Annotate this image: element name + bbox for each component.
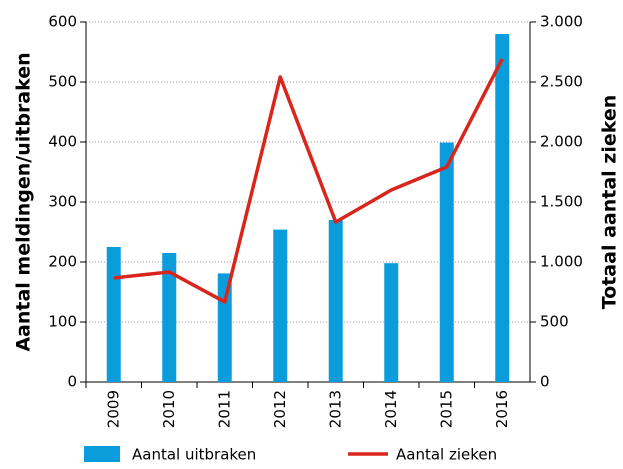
bar	[439, 142, 454, 382]
y-tick-label: 200	[48, 253, 77, 271]
line	[113, 58, 504, 304]
bar	[273, 229, 288, 382]
x-tick-label: 2009	[104, 390, 122, 428]
x-tick-label: 2016	[493, 390, 511, 428]
x-tick-label: 2015	[437, 390, 455, 428]
y2-tick-label: 1.500	[540, 193, 583, 211]
y-tick-label: 0	[67, 373, 77, 391]
y2-axis-title: Totaal aantal zieken	[599, 95, 621, 310]
y-tick-label: 400	[48, 133, 77, 151]
bar	[217, 273, 232, 382]
bar	[106, 247, 121, 382]
y2-tick-label: 2.500	[540, 73, 583, 91]
y2-tick-label: 500	[540, 313, 569, 331]
y2-tick-label: 2.000	[540, 133, 583, 151]
bar	[495, 34, 510, 382]
bar	[162, 253, 177, 382]
legend-label: Aantal uitbraken	[132, 446, 256, 464]
x-tick-label: 2011	[215, 390, 233, 428]
legend-label: Aantal zieken	[396, 446, 497, 464]
x-tick-label: 2014	[382, 390, 400, 428]
y2-tick-label: 1.000	[540, 253, 583, 271]
x-tick-label: 2013	[326, 390, 344, 428]
bar	[328, 220, 343, 382]
y-tick-label: 500	[48, 73, 77, 91]
bar	[384, 263, 399, 382]
x-tick-label: 2012	[271, 390, 289, 428]
y-tick-label: 100	[48, 313, 77, 331]
y2-tick-label: 3.000	[540, 13, 583, 31]
y-axis-title: Aantal meldingen/uitbraken	[13, 52, 35, 351]
y-tick-label: 300	[48, 193, 77, 211]
y2-tick-label: 0	[540, 373, 550, 391]
x-tick-label: 2010	[160, 390, 178, 428]
y-tick-label: 600	[48, 13, 77, 31]
legend-swatch	[84, 446, 120, 462]
